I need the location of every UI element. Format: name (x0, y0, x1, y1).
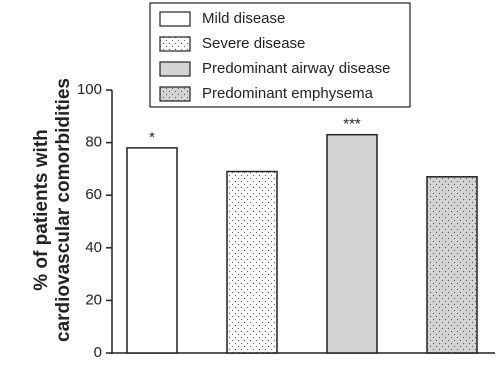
bar (126, 147, 178, 354)
y-tick-label: 40 (85, 239, 102, 256)
y-tick-label: 0 (94, 344, 102, 361)
bar (326, 133, 378, 354)
y-label-line: cardiovascular comorbidities (53, 78, 74, 342)
y-tick-label: 80 (85, 134, 102, 151)
legend-label: Predominant airway disease (202, 60, 390, 77)
y-tick-label: 100 (77, 81, 102, 98)
y-tick-label: 60 (85, 186, 102, 203)
legend-label: Mild disease (202, 10, 285, 27)
y-tick-label: 20 (85, 291, 102, 308)
legend-swatch (159, 11, 191, 27)
legend-box (149, 2, 411, 108)
legend: Mild disease Severe disease Predominant ai… (149, 2, 411, 108)
y-label: % of patients with cardiovascular comorb… (31, 78, 74, 342)
annotation: * (149, 129, 155, 146)
bar (226, 170, 278, 354)
legend-swatch (159, 61, 191, 77)
legend-label: Predominant emphysema (202, 85, 374, 102)
legend-swatch (159, 86, 191, 102)
annotation: *** (343, 116, 361, 133)
legend-label: Severe disease (202, 35, 305, 52)
bar (426, 176, 478, 354)
legend-swatch (159, 36, 191, 52)
y-label-line: % of patients with (31, 129, 52, 291)
